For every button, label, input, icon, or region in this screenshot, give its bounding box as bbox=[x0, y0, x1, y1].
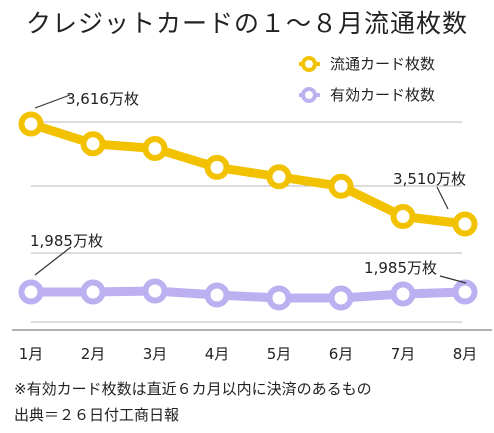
annotations: 3,616万枚 3,510万枚 1,985万枚 1,985万枚 bbox=[30, 90, 467, 284]
x-tick-label: 5月 bbox=[267, 345, 292, 363]
x-tick-label: 4月 bbox=[205, 345, 230, 363]
data-point bbox=[142, 278, 168, 304]
data-point bbox=[390, 281, 416, 307]
data-point bbox=[452, 279, 478, 305]
annotation-label: 1,985万枚 bbox=[30, 232, 103, 250]
chart-title: クレジットカードの１～８月流通枚数 bbox=[25, 9, 468, 38]
x-tick-label: 7月 bbox=[391, 345, 416, 363]
data-point bbox=[18, 279, 44, 305]
series-lines bbox=[18, 111, 478, 311]
annotation-leader bbox=[439, 275, 467, 284]
x-axis: 1月 2月 3月 4月 5月 6月 7月 8月 bbox=[12, 329, 492, 363]
data-point bbox=[266, 285, 292, 311]
data-point bbox=[328, 173, 354, 199]
data-point bbox=[142, 136, 168, 161]
data-point bbox=[266, 164, 292, 190]
x-tick-label: 2月 bbox=[81, 345, 106, 363]
x-tick-label: 6月 bbox=[329, 345, 354, 363]
legend-marker bbox=[301, 56, 317, 72]
annotation-label: 1,985万枚 bbox=[364, 259, 437, 277]
source-note: 出典＝２６日付工商日報 bbox=[14, 406, 180, 424]
x-tick-label: 1月 bbox=[19, 345, 44, 363]
data-point bbox=[80, 131, 106, 157]
x-tick-label: 3月 bbox=[143, 345, 168, 363]
annotation-leader bbox=[34, 246, 72, 276]
data-point bbox=[390, 204, 416, 229]
data-point bbox=[204, 282, 230, 308]
data-point bbox=[18, 111, 44, 137]
grid-lines bbox=[31, 121, 462, 323]
annotation-leader bbox=[436, 186, 449, 210]
annotation-label: 3,510万枚 bbox=[393, 170, 466, 188]
annotation-label: 3,616万枚 bbox=[66, 90, 139, 108]
data-point bbox=[80, 279, 106, 305]
data-point bbox=[328, 285, 354, 311]
legend-label: 流通カード枚数 bbox=[330, 55, 435, 73]
legend-marker bbox=[301, 87, 317, 103]
x-tick-label: 8月 bbox=[453, 345, 478, 363]
data-point bbox=[452, 211, 478, 237]
annotation-leader bbox=[34, 94, 71, 109]
data-point bbox=[204, 154, 230, 180]
footnote: ※有効カード枚数は直近６カ月以内に決済のあるもの bbox=[14, 380, 372, 398]
legend-label: 有効カード枚数 bbox=[330, 86, 435, 104]
